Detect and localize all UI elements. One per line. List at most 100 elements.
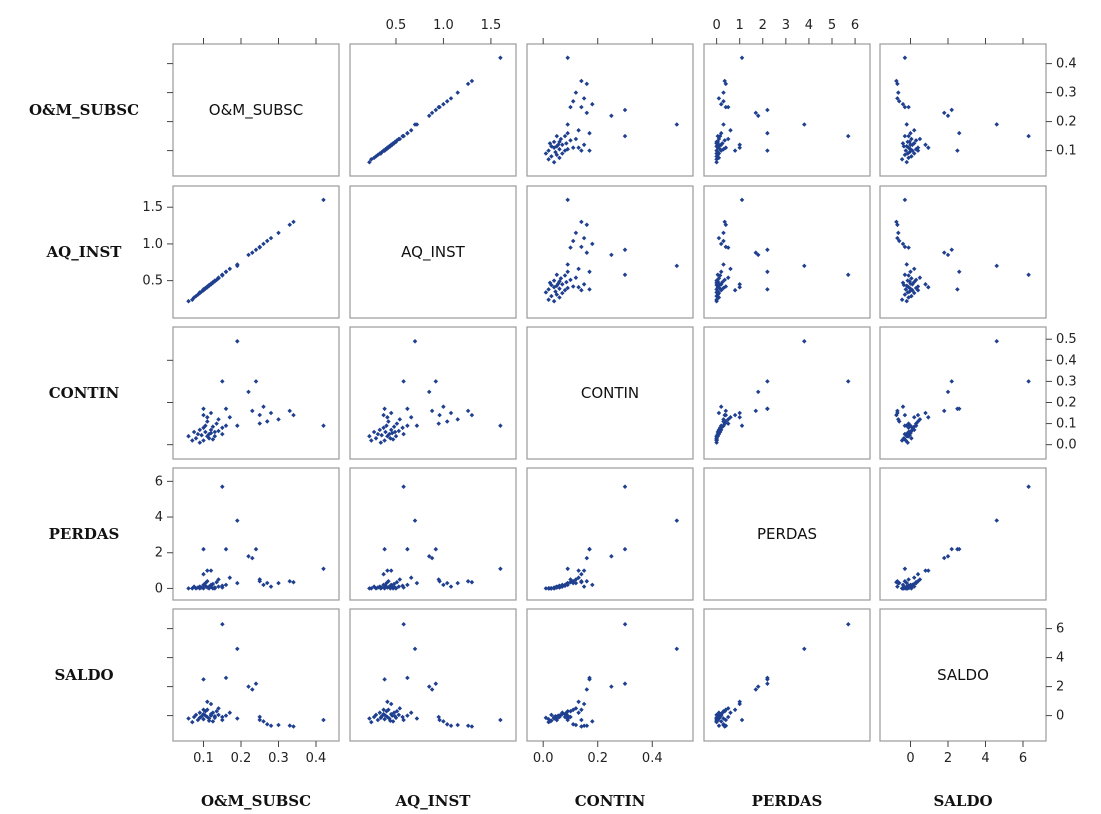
point-o-m-subsc-perdas-48 [739,55,745,61]
point-aq-inst-saldo-38 [941,250,947,255]
point-aq-inst-perdas-39 [765,247,770,253]
top-tick-label-perdas-0: 0 [712,18,720,33]
point-contin-aq-inst-6 [378,440,384,445]
point-o-m-subsc-contin-46 [584,81,590,87]
right-tick-label-contin-2: 0.2 [1056,395,1077,410]
point-saldo-o-m-subsc-43 [268,723,274,728]
point-perdas-aq-inst-19 [391,581,397,587]
point-o-m-subsc-contin-44 [568,104,573,110]
point-contin-saldo-28 [911,414,917,420]
point-contin-aq-inst-37 [426,389,432,395]
point-perdas-saldo-48 [902,566,908,572]
point-aq-inst-saldo-48 [902,197,908,203]
bottom-tick-label-o-m-subsc-2: 0.3 [268,751,289,766]
top-tick-label-perdas-2: 2 [759,18,767,33]
right-tick-label-contin-3: 0.3 [1056,374,1077,389]
point-saldo-aq-inst-44 [436,714,441,720]
point-saldo-contin-26 [554,717,560,723]
point-perdas-aq-inst-30 [385,568,390,573]
point-contin-saldo-38 [941,408,947,414]
point-aq-inst-o-m-subsc-30 [205,284,210,290]
point-perdas-o-m-subsc-42 [264,580,270,586]
point-o-m-subsc-contin-6 [543,151,549,156]
point-contin-aq-inst-30 [385,415,390,420]
variable-labels: O&M_SUBSCAQ_INSTCONTINPERDASSALDOO&M_SUB… [29,101,993,810]
point-aq-inst-contin-8 [562,287,568,293]
point-aq-inst-contin-16 [560,282,565,287]
point-contin-aq-inst-45 [455,417,460,422]
point-contin-aq-inst-42 [444,419,450,424]
point-aq-inst-o-m-subsc-32 [220,272,225,278]
right-tick-label-o-m-subsc-2: 0.3 [1056,86,1077,101]
point-contin-perdas-26 [715,431,721,437]
point-contin-aq-inst-1 [369,438,374,443]
point-contin-o-m-subsc-20 [212,429,218,435]
point-aq-inst-contin-42 [570,238,576,244]
point-saldo-o-m-subsc-38 [250,687,255,692]
point-contin-perdas-32 [845,379,851,384]
point-contin-aq-inst-18 [390,437,396,442]
point-aq-inst-saldo-33 [994,263,999,269]
point-perdas-contin-30 [576,568,581,573]
point-contin-o-m-subsc-36 [235,423,240,428]
point-aq-inst-contin-22 [568,277,573,283]
right-tick-label-contin-5: 0.5 [1056,332,1077,347]
point-aq-inst-contin-33 [674,263,680,269]
point-contin-o-m-subsc-22 [214,421,219,426]
point-saldo-aq-inst-39 [433,681,439,686]
point-saldo-o-m-subsc-33 [235,646,240,652]
point-contin-o-m-subsc-16 [208,427,214,433]
point-perdas-aq-inst-27 [405,582,410,588]
point-contin-aq-inst-32 [401,379,406,384]
point-perdas-o-m-subsc-37 [246,554,251,559]
point-saldo-aq-inst-46 [465,723,471,728]
bottom-tick-label-contin-2: 0.4 [642,751,663,766]
point-perdas-o-m-subsc-23 [216,584,221,589]
left-tick-label-aq-inst-2: 1.5 [142,200,163,215]
point-aq-inst-saldo-45 [896,230,901,236]
point-perdas-saldo-33 [994,518,999,523]
top-tick-label-aq-inst-1: 1.0 [433,18,454,33]
point-o-m-subsc-perdas-34 [765,148,770,153]
point-saldo-perdas-29 [732,707,738,713]
point-saldo-aq-inst-37 [426,684,432,689]
bottom-tick-label-contin-1: 0.2 [587,751,608,766]
point-contin-aq-inst-41 [441,404,446,409]
point-perdas-saldo-29 [915,571,921,577]
point-perdas-saldo-35 [956,546,962,552]
point-aq-inst-perdas-28 [728,266,733,272]
point-perdas-contin-47 [579,579,584,585]
point-saldo-o-m-subsc-32 [220,621,225,627]
point-perdas-o-m-subsc-34 [201,546,206,552]
point-contin-saldo-30 [926,415,931,420]
point-contin-o-m-subsc-34 [201,406,206,412]
point-contin-aq-inst-47 [469,412,475,418]
point-perdas-saldo-37 [945,554,951,559]
point-perdas-aq-inst-26 [401,585,406,590]
point-o-m-subsc-contin-3 [549,154,554,159]
point-contin-aq-inst-31 [388,410,394,416]
point-saldo-aq-inst-32 [401,621,406,627]
point-o-m-subsc-contin-0 [551,159,557,165]
point-contin-o-m-subsc-40 [257,412,262,418]
point-o-m-subsc-perdas-31 [737,142,742,148]
point-o-m-subsc-contin-48 [565,55,570,61]
point-contin-o-m-subsc-28 [227,415,233,420]
right-tick-label-saldo-0: 0 [1056,709,1064,724]
point-contin-saldo-22 [913,421,919,426]
point-aq-inst-perdas-13 [723,284,729,289]
point-o-m-subsc-perdas-19 [720,141,725,146]
point-contin-saldo-29 [915,412,921,418]
right-tick-label-o-m-subsc-0: 0.1 [1056,144,1077,159]
point-saldo-perdas-39 [765,681,770,686]
point-aq-inst-saldo-31 [923,282,928,287]
point-perdas-aq-inst-42 [444,580,450,586]
point-contin-o-m-subsc-6 [197,440,203,445]
point-aq-inst-o-m-subsc-0 [186,298,191,304]
point-aq-inst-saldo-34 [955,287,960,292]
point-o-m-subsc-saldo-28 [911,127,917,133]
right-tick-label-saldo-2: 4 [1056,651,1064,666]
cell-o-m-subsc-vs-contin [526,43,694,177]
point-aq-inst-contin-10 [557,286,562,291]
point-contin-perdas-31 [737,410,742,416]
